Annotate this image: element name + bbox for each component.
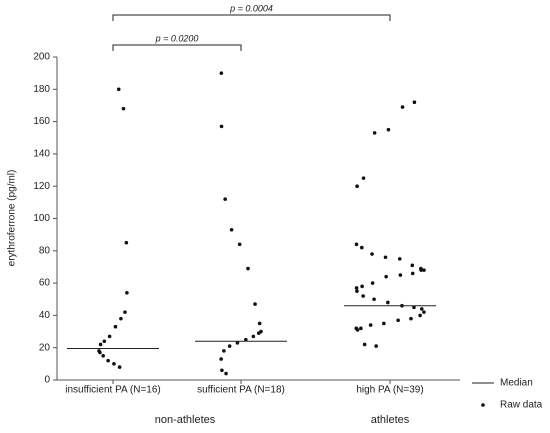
y-tick-label: 100 [33, 213, 50, 224]
data-point [384, 274, 388, 279]
y-tick-label: 0 [44, 375, 50, 386]
data-point [422, 268, 426, 272]
data-point [409, 316, 413, 321]
data-point [410, 263, 415, 268]
data-point [398, 273, 403, 277]
data-point [113, 324, 118, 329]
data-point [101, 353, 105, 358]
data-point [370, 252, 374, 256]
y-tick-label: 160 [33, 116, 50, 127]
data-point [396, 318, 400, 323]
data-point [383, 255, 388, 260]
y-tick-label: 200 [33, 52, 50, 63]
data-point [125, 290, 129, 295]
data-point [355, 289, 359, 293]
significance-bracket [112, 14, 391, 21]
data-point [410, 271, 415, 276]
data-point [257, 321, 262, 326]
data-point [418, 313, 422, 318]
data-point [227, 344, 232, 348]
data-point [220, 368, 224, 373]
data-point [400, 105, 405, 109]
data-point [370, 281, 375, 285]
data-point [419, 268, 423, 272]
x-tick-label: sufficient PA (N=18) [197, 385, 285, 396]
p-value: p = 0.0004 [229, 3, 273, 13]
data-point [412, 305, 416, 310]
data-point [386, 127, 391, 132]
y-tick-label: 80 [39, 245, 51, 256]
x-tick-label: insufficient PA (N=16) [65, 385, 161, 396]
data-point [359, 245, 364, 250]
legend-label: Raw data [500, 400, 543, 411]
data-point [419, 307, 424, 311]
data-point [382, 321, 386, 326]
data-point [219, 357, 223, 361]
data-point [116, 87, 121, 92]
y-tick-label: 120 [33, 181, 50, 192]
data-point [235, 341, 240, 345]
data-point [374, 344, 378, 348]
y-tick-label: 60 [39, 278, 51, 289]
data-point [223, 197, 227, 201]
data-point [112, 362, 116, 366]
data-point [107, 334, 112, 339]
data-point [359, 326, 363, 331]
data-point [244, 337, 248, 342]
data-point [219, 71, 224, 75]
data-point [123, 310, 127, 314]
data-point [251, 334, 256, 339]
data-point [229, 228, 234, 232]
data-point [397, 257, 402, 261]
data-point [368, 323, 373, 327]
data-point [224, 371, 228, 376]
legend-dot [481, 403, 485, 407]
legend-label: Median [500, 378, 533, 389]
y-tick-label: 40 [39, 310, 51, 321]
data-point [386, 300, 390, 305]
data-point [219, 124, 224, 129]
y-tick-label: 20 [39, 342, 51, 353]
data-point [361, 294, 365, 298]
data-point [102, 339, 107, 344]
data-point [354, 242, 359, 247]
data-point [422, 310, 426, 314]
x-tick-label: high PA (N=39) [356, 385, 423, 396]
data-point [237, 242, 242, 247]
data-point [372, 131, 377, 135]
data-point [355, 184, 359, 188]
data-point [253, 302, 257, 306]
data-point [124, 240, 129, 245]
data-point [412, 100, 417, 105]
data-point [98, 350, 102, 355]
p-value: p = 0.0200 [155, 33, 199, 43]
data-point [362, 342, 367, 347]
y-axis-label: erythroferrone (pg/ml) [7, 170, 18, 267]
data-point [246, 266, 250, 271]
data-point [256, 331, 261, 335]
data-point [119, 316, 123, 321]
y-tick-label: 140 [33, 149, 50, 160]
data-point [98, 342, 103, 347]
data-point [106, 358, 110, 363]
group-label: non-athletes [155, 414, 216, 426]
y-tick-label: 180 [33, 84, 50, 95]
data-point [361, 176, 366, 180]
group-label: athletes [371, 414, 410, 426]
significance-bracket [112, 44, 242, 51]
data-point [355, 328, 360, 332]
data-point [121, 106, 126, 111]
data-point [372, 297, 376, 302]
data-point [354, 286, 359, 290]
data-point [360, 284, 364, 289]
data-point [222, 349, 226, 353]
data-point [117, 365, 122, 369]
